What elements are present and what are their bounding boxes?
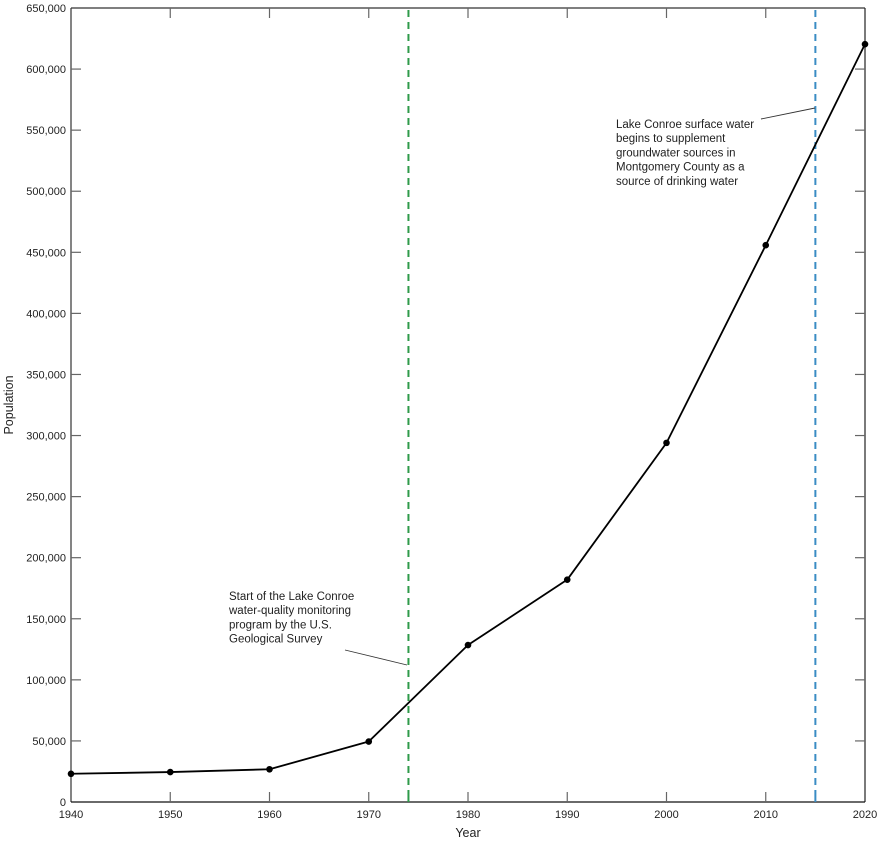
annotation-line: water-quality monitoring [228, 605, 351, 617]
annotation-line: Montgomery County as a [616, 162, 745, 174]
y-tick-label: 450,000 [26, 247, 66, 259]
y-tick-label: 550,000 [26, 125, 66, 137]
x-tick-label: 2000 [654, 809, 678, 821]
annotation-leader-line [344, 649, 408, 666]
data-point-marker [266, 765, 273, 773]
y-tick-label: 500,000 [26, 186, 66, 198]
x-tick-label: 1980 [456, 809, 480, 821]
reference-lines [407, 10, 817, 802]
x-tick-label: 1960 [257, 809, 281, 821]
annotations: Start of the Lake Conroe water-quality mo… [228, 107, 816, 666]
population-line [70, 43, 866, 775]
y-tick-label: 0 [60, 797, 66, 809]
annotation-line: Lake Conroe surface water [616, 119, 754, 131]
annotation-line: begins to supplement [616, 133, 726, 145]
annotation-line: Start of the Lake Conroe [229, 591, 354, 603]
y-tick-label: 300,000 [26, 431, 66, 443]
y-tick-label: 600,000 [26, 64, 66, 76]
annotation-line: program by the U.S. [229, 619, 332, 631]
data-point-marker [67, 770, 75, 778]
annotation-line: Geological Survey [229, 634, 323, 646]
population-series [67, 40, 869, 778]
y-tick-label: 50,000 [32, 736, 66, 748]
x-tick-label: 1950 [158, 809, 182, 821]
annotation-text-2015: Lake Conroe surface water begins to suppl… [616, 119, 754, 188]
x-tick-label: 2010 [754, 809, 778, 821]
data-point-marker [762, 241, 770, 249]
data-point-marker [861, 40, 869, 48]
y-tick-label: 200,000 [26, 553, 66, 565]
y-tick-label: 250,000 [26, 492, 66, 504]
x-axis-ticks: 1940 1950 1960 1970 1980 1990 2000 2010 2020 [59, 8, 877, 821]
annotation-line: groundwater sources in [616, 147, 736, 159]
x-tick-label: 1990 [555, 809, 579, 821]
y-tick-label: 650,000 [26, 3, 66, 15]
x-tick-label: 2020 [853, 809, 877, 821]
data-point-marker [663, 439, 670, 447]
y-tick-label: 150,000 [26, 614, 66, 626]
annotation-text-1974: Start of the Lake Conroe water-quality mo… [228, 591, 354, 646]
data-point-marker [464, 641, 472, 649]
data-point-marker [365, 738, 373, 745]
data-point-marker [166, 768, 174, 776]
y-tick-label: 100,000 [26, 675, 66, 687]
x-axis-title: Year [455, 826, 480, 840]
data-point-marker [563, 576, 571, 583]
y-tick-label: 400,000 [26, 308, 66, 320]
annotation-leader-line [760, 107, 816, 120]
y-axis-ticks: 0 50,000 100,000 150,000 200,000 250,000 300,0… [26, 3, 865, 809]
y-axis-title: Population [2, 375, 16, 434]
x-tick-label: 1970 [357, 809, 381, 821]
annotation-line: source of drinking water [616, 176, 738, 188]
y-tick-label: 350,000 [26, 369, 66, 381]
x-tick-label: 1940 [59, 809, 83, 821]
